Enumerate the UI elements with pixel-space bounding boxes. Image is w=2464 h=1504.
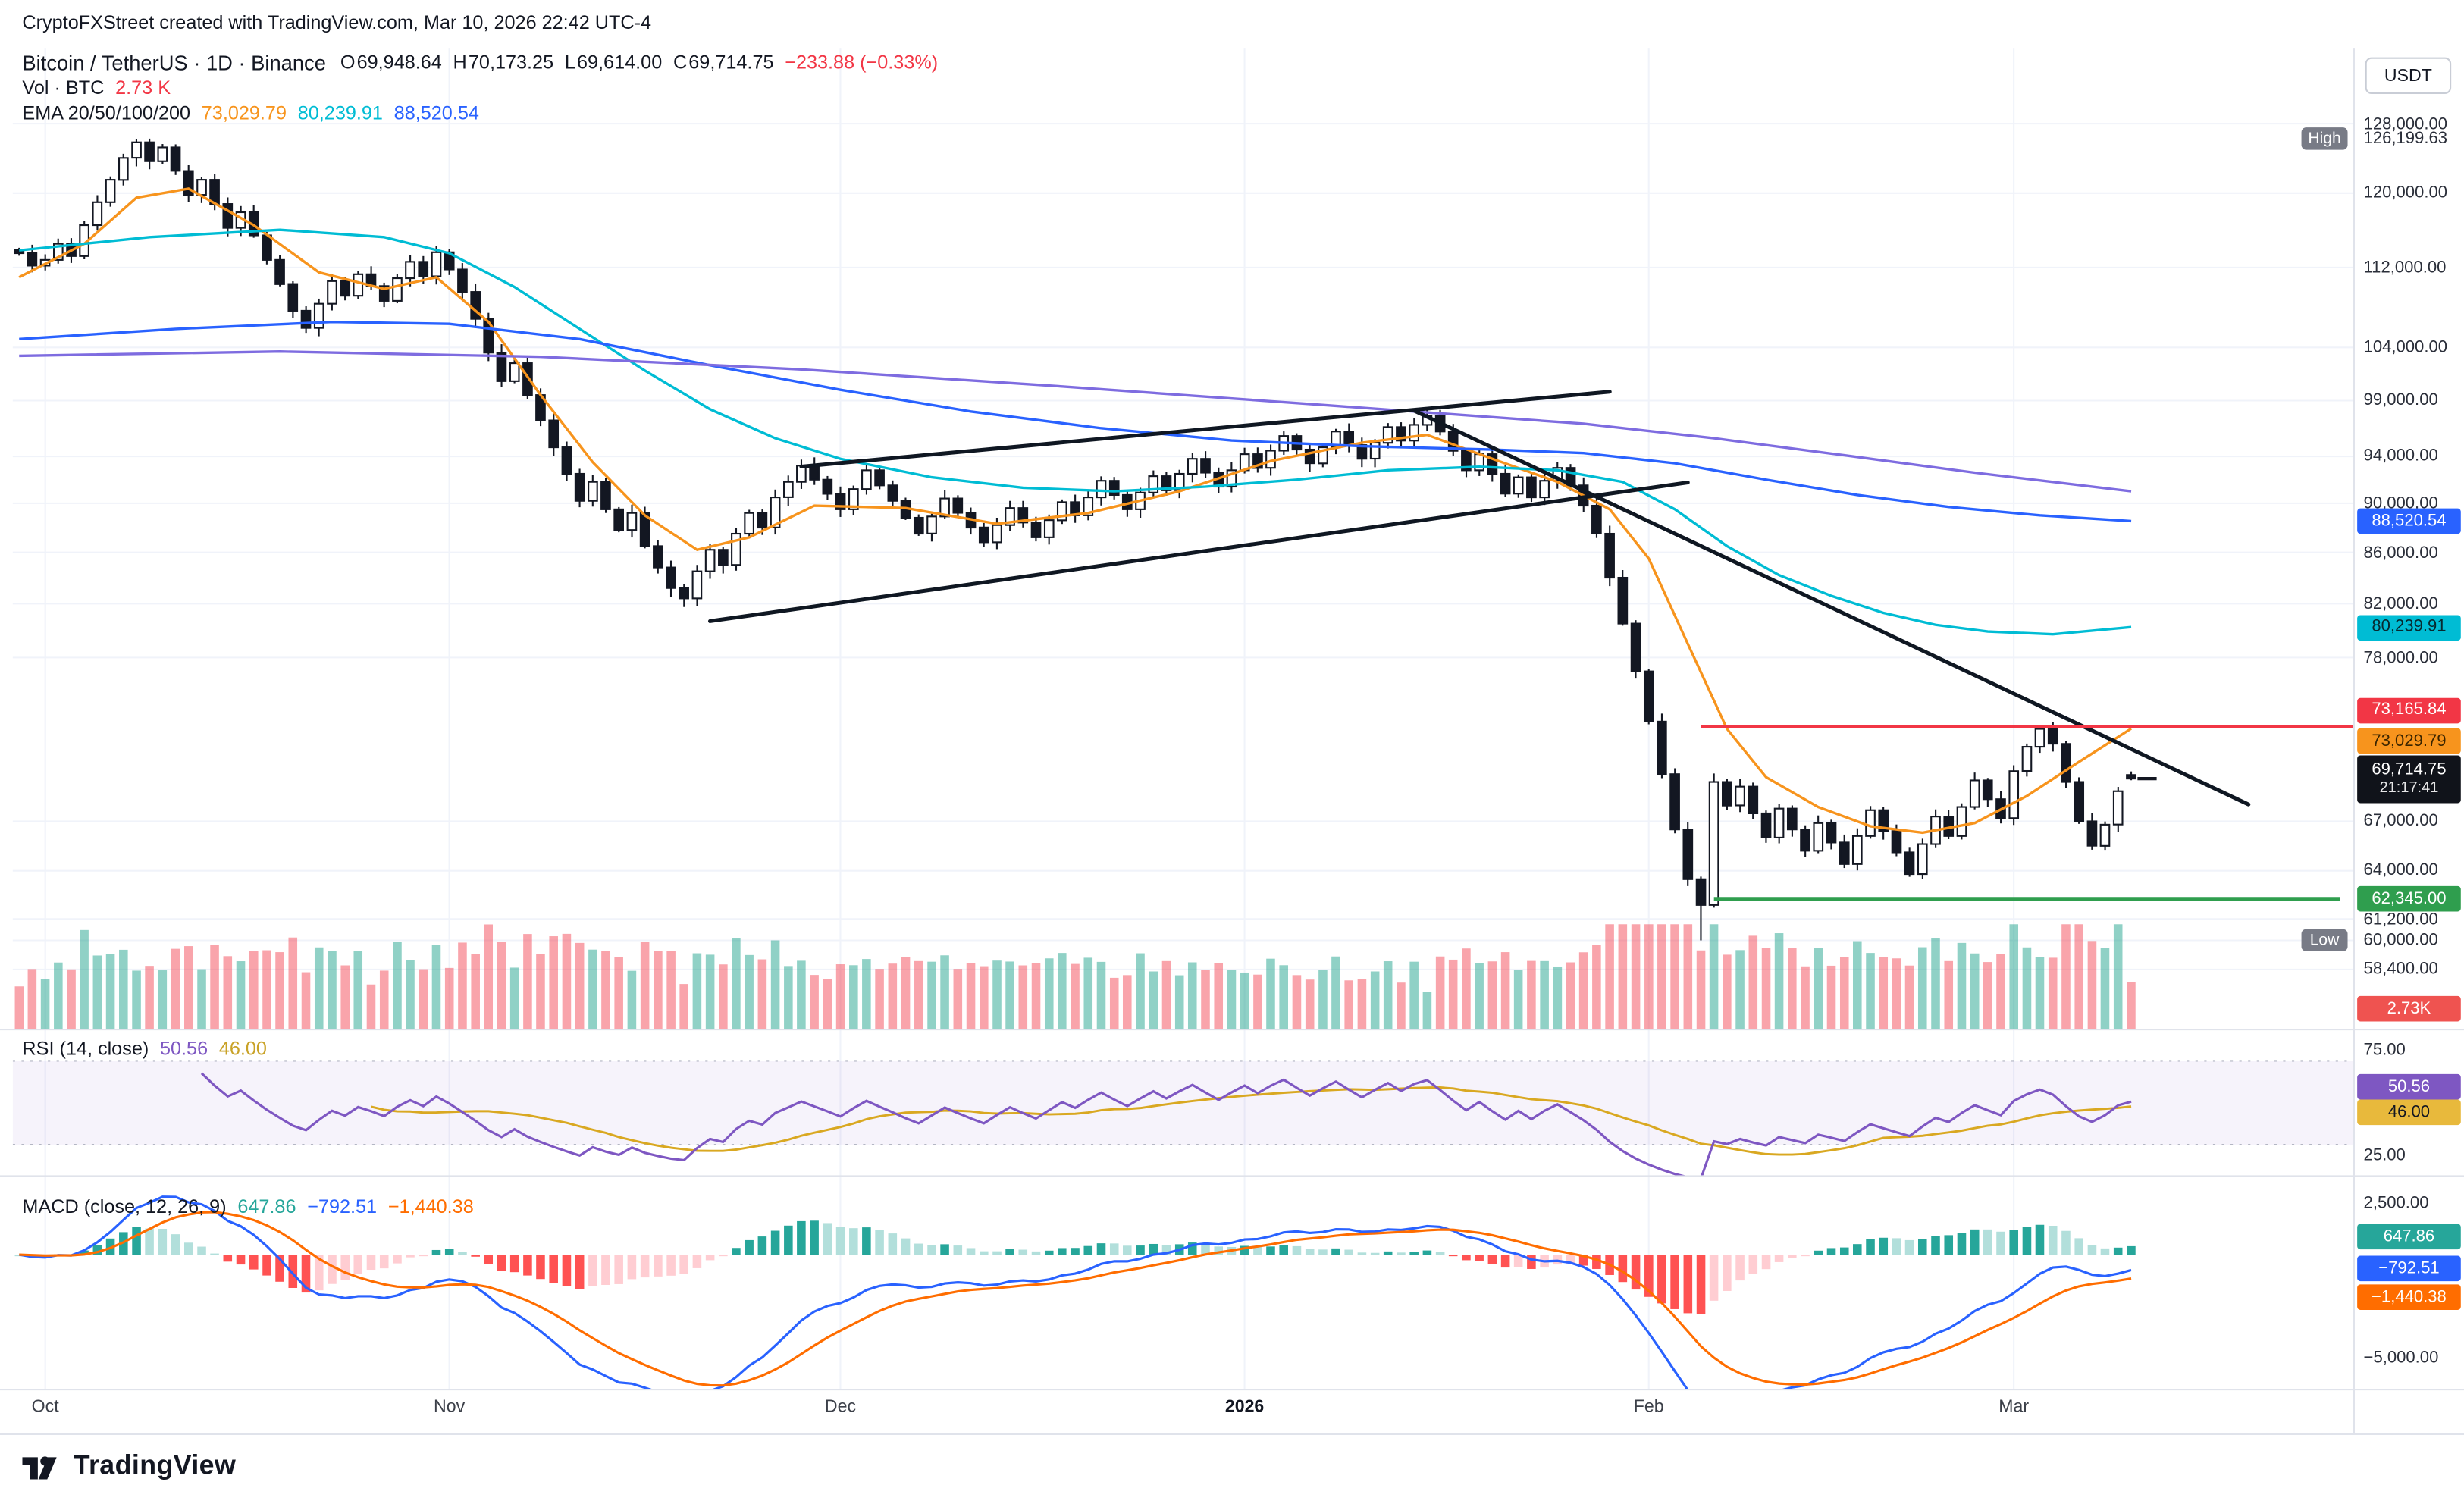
price-axis-tick: 94,000.00 [2363, 446, 2438, 466]
macd-axis-tick: 2,500.00 [2363, 1193, 2429, 1213]
tradingview-logo-icon [22, 1456, 57, 1480]
volume-row: Vol · BTC 2.73 K [22, 75, 938, 101]
open-value: O 69,948.64 [340, 51, 442, 74]
time-axis-label[interactable]: Oct [31, 1397, 59, 1417]
price-axis-tick: 120,000.00 [2363, 183, 2448, 203]
macd-legend: MACD (close, 12, 26, 9) 647.86 −792.51 −… [22, 1194, 473, 1220]
rsi-axis-tick: 25.00 [2363, 1145, 2406, 1165]
price-axis-tick: 58,400.00 [2363, 960, 2438, 979]
low-value: L 69,614.00 [564, 51, 663, 74]
time-axis-label[interactable]: Dec [824, 1397, 857, 1417]
price-axis-badge: 88,520.54 [2357, 508, 2461, 534]
price-axis-badge: 73,165.84 [2357, 697, 2461, 724]
ema-label: EMA 20/50/100/200 [22, 102, 191, 124]
volume-label: Vol · BTC [22, 76, 105, 99]
price-axis-badge: 2.73K [2357, 995, 2461, 1022]
price-change: −233.88 (−0.33%) [785, 51, 939, 74]
candlesticks [14, 138, 2136, 941]
price-axis-tick: 86,000.00 [2363, 542, 2438, 562]
price-axis-tick: 82,000.00 [2363, 594, 2438, 613]
price-axis-badge: 73,029.79 [2357, 728, 2461, 754]
time-axis-label[interactable]: Mar [1998, 1397, 2030, 1417]
time-axis-label[interactable]: 2026 [1224, 1397, 1265, 1417]
high-value: H 70,173.25 [453, 51, 554, 74]
macd-axis-tick: −5,000.00 [2363, 1348, 2439, 1368]
ema20-value: 73,029.79 [201, 102, 287, 124]
price-axis-tick: 61,200.00 [2363, 909, 2438, 929]
pane-separators [0, 48, 2464, 1436]
price-axis-tick: 99,000.00 [2363, 390, 2438, 411]
ema200-line [19, 350, 2132, 493]
rsi-ma-line [371, 1086, 2132, 1156]
ema-row: EMA 20/50/100/200 73,029.79 80,239.91 88… [22, 100, 938, 126]
price-axis-tick: 104,000.00 [2363, 337, 2448, 357]
price-axis-tick: 64,000.00 [2363, 861, 2438, 881]
ema50-line [19, 228, 2132, 636]
price-axis-tick: 60,000.00 [2363, 930, 2438, 951]
ema100-value: 88,520.54 [393, 102, 479, 124]
rsi-axis-tick: 75.00 [2363, 1040, 2406, 1061]
rsi-pane [12, 1060, 2354, 1177]
price-axis-tick: 112,000.00 [2363, 258, 2447, 277]
macd-signal-line [19, 1211, 2132, 1387]
symbol-row: Bitcoin / TetherUS · 1D · Binance O 69,94… [22, 49, 938, 75]
footer-brand[interactable]: TradingView [22, 1450, 236, 1482]
time-axis-label[interactable]: Nov [434, 1397, 466, 1417]
low-range-tag: Low [2301, 929, 2348, 952]
macd-hist-value: 647.86 [237, 1195, 296, 1218]
ema100-line [19, 320, 2132, 523]
macd-line [18, 1195, 2132, 1390]
rsi-value: 50.56 [159, 1037, 208, 1060]
ema-lines [18, 187, 2132, 835]
trendlines [708, 390, 2251, 807]
close-value: C 69,714.75 [672, 51, 774, 74]
currency-selector[interactable]: USDT [2365, 57, 2452, 95]
high-range-tag: High [2301, 127, 2348, 151]
volume-value: 2.73 K [115, 76, 171, 99]
macd-label: MACD (close, 12, 26, 9) [22, 1195, 227, 1218]
main-chart-legend: Bitcoin / TetherUS · 1D · Binance O 69,94… [22, 49, 938, 126]
ema20-line [18, 187, 2132, 835]
macd-axis-badge: −792.51 [2357, 1255, 2461, 1282]
price-axis-tick: 128,000.00 [2363, 114, 2448, 133]
macd-pane [14, 1195, 2136, 1390]
macd-line-value: −792.51 [307, 1195, 378, 1218]
ema50-value: 80,239.91 [297, 102, 383, 124]
macd-axis-badge: 647.86 [2357, 1224, 2461, 1250]
attribution-text: CryptoFXStreet created with TradingView.… [22, 11, 652, 34]
price-axis-tick: 126,199.63 [2363, 129, 2448, 149]
attribution-bar: CryptoFXStreet created with TradingView.… [22, 11, 651, 33]
volume-bars [14, 924, 2136, 1030]
rsi-legend: RSI (14, close) 50.56 46.00 [22, 1036, 267, 1061]
price-axis-tick: 67,000.00 [2363, 811, 2438, 832]
time-axis-label[interactable]: Feb [1633, 1397, 1664, 1417]
tradingview-wordmark: TradingView [73, 1449, 237, 1480]
rsi-label: RSI (14, close) [22, 1037, 149, 1060]
price-axis-tick: 78,000.00 [2363, 647, 2438, 667]
rsi-axis-badge: 46.00 [2357, 1099, 2461, 1126]
rsi-ma-value: 46.00 [218, 1037, 267, 1060]
macd-signal-value: −1,440.38 [387, 1195, 474, 1218]
price-axis-badge: 80,239.91 [2357, 614, 2461, 641]
price-axis-badge: 62,345.00 [2357, 886, 2461, 912]
symbol-title[interactable]: Bitcoin / TetherUS · 1D · Binance [22, 50, 326, 74]
rsi-axis-badge: 50.56 [2357, 1073, 2461, 1100]
price-axis-badge: 69,714.75 21:17:41 [2357, 754, 2461, 803]
rsi-line [200, 1072, 2132, 1177]
macd-axis-badge: −1,440.38 [2357, 1284, 2461, 1311]
price-levels [1701, 725, 2354, 901]
